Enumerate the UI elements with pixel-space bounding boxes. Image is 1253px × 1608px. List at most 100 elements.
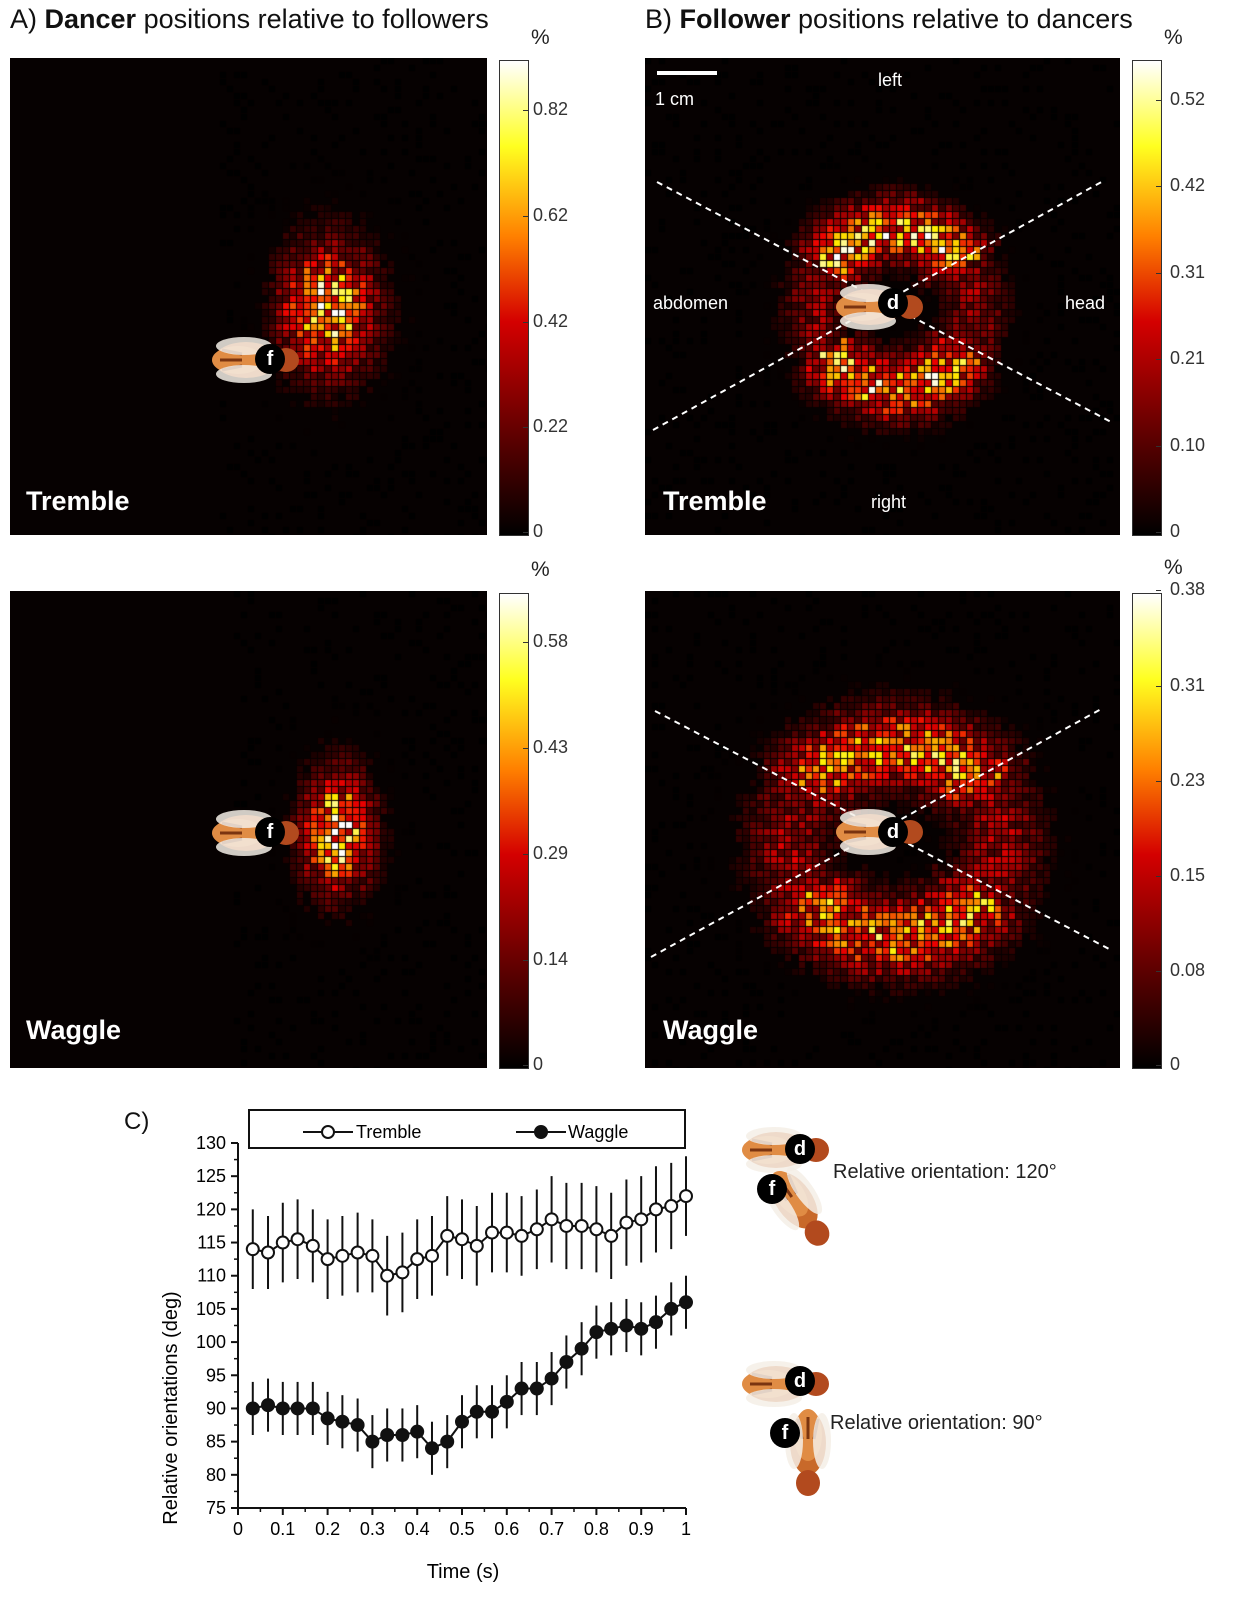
heatmap-dancer-tremble: f Tremble [10,58,487,535]
y-tick-label: 95 [206,1365,226,1385]
data-point-tremble [261,1245,276,1260]
y-tick-label: 125 [196,1166,226,1186]
colorbar-tick-label: 0 [1170,521,1181,541]
panel-a-title: A) Dancer positions relative to follower… [10,4,489,35]
data-point-tremble [529,1222,544,1237]
colorbar-tick-label: 0.15 [1170,865,1206,885]
x-tick-label: 0.2 [315,1519,340,1539]
heatmap-follower-tremble: 1 cm left right abdomen head d Tremble [645,58,1120,535]
colorbar-tick-label: 0.14 [533,949,569,969]
y-tick-label: 105 [196,1299,226,1319]
colorbar-tick-mark [1156,532,1161,533]
panel-b-letter: B) [645,4,672,34]
data-point-waggle [499,1394,514,1409]
colorbar-tick-label: 0.31 [1170,675,1206,695]
data-point-tremble [648,1202,663,1217]
data-point-waggle [529,1381,544,1396]
data-point-waggle [619,1318,634,1333]
colorbar-tick-mark [523,110,528,111]
colorbar [499,60,529,536]
data-point-tremble [350,1245,365,1260]
data-point-tremble [395,1265,410,1280]
colorbar-tick-label: 0.42 [1170,175,1206,195]
heatmap-dancer-waggle: f Waggle [10,591,487,1068]
panel-a-title-bold: Dancer [44,4,137,34]
colorbar-tick-mark [1156,876,1161,877]
direction-left-label: left [878,70,903,90]
x-tick-label: 0.3 [360,1519,385,1539]
data-point-tremble [664,1199,679,1214]
orientation-line-chart: 130 125 120 115 110 105 100 95 90 85 80 75 0 0.1 0.2 0.… [160,1109,693,1583]
data-point-tremble [499,1225,514,1240]
example-follower-badge: f [770,1418,800,1448]
colorbar-tick-label: 0.23 [1170,770,1206,790]
data-point-waggle [559,1355,574,1369]
colorbar-tick-mark [1156,590,1161,591]
y-tick-label: 110 [197,1266,226,1286]
x-tick-label: 0.8 [584,1519,609,1539]
colorbar-tick-mark [523,854,528,855]
data-point-waggle [664,1301,679,1316]
data-point-waggle [440,1434,455,1449]
y-tick-label: 90 [206,1398,226,1418]
colorbar-tick-mark [1156,186,1161,187]
colorbar-tick-label: 0 [533,521,544,541]
data-point-tremble [559,1218,574,1233]
y-axis-label: Relative orientations (deg) [160,1291,182,1524]
data-point-tremble [469,1238,484,1253]
data-point-tremble [335,1248,350,1263]
colorbar-tick-label: 0.58 [533,631,569,651]
y-tick-label: 115 [197,1233,226,1253]
data-point-tremble [574,1218,589,1233]
series-line-tremble [252,1195,687,1277]
x-tick-label: 0 [233,1519,243,1539]
data-point-waggle [469,1404,484,1419]
colorbar-tick-mark [523,642,528,643]
colorbar-tick-label: 0.21 [1170,348,1206,368]
colorbar-tick-mark [1156,100,1161,101]
follower-badge: f [255,817,285,847]
legend-box [248,1109,686,1149]
panel-c-letter: C) [124,1108,150,1135]
data-point-tremble [604,1228,619,1243]
colorbar-tick-mark [1156,686,1161,687]
colorbar [499,593,529,1069]
x-tick-label: 0.4 [405,1519,430,1539]
colorbar-tick-mark [523,216,528,217]
example-dancer-badge: d [785,1134,815,1164]
x-tick-label: 1 [681,1519,691,1539]
example-follower-badge: f [757,1174,787,1204]
colorbar-unit: % [1164,556,1183,579]
direction-abdomen-label: abdomen [653,293,729,313]
colorbar [1132,593,1162,1069]
data-point-waggle [261,1398,276,1413]
direction-right-label: right [871,492,907,512]
data-point-tremble [380,1268,395,1283]
colorbar-tick-mark [523,427,528,428]
x-tick-label: 0.6 [494,1519,519,1539]
orientation-90-label: Relative orientation: 90° [830,1412,1043,1434]
direction-head-label: head [1065,293,1106,313]
colorbar-unit: % [1164,26,1183,49]
tremble-label: Tremble [663,486,767,516]
panel-b-title: B) Follower positions relative to dancer… [645,4,1133,35]
colorbar-tick-mark [1156,446,1161,447]
data-point-waggle [574,1341,589,1356]
colorbar-tick-mark [1156,1065,1161,1066]
waggle-label: Waggle [26,1015,122,1045]
colorbar-tick-label: 0.29 [533,843,569,863]
x-tick-label: 0.1 [270,1519,295,1539]
y-tick-label: 85 [206,1432,226,1452]
data-point-tremble [410,1252,425,1267]
x-tick-label: 0.5 [449,1519,474,1539]
colorbar-tick-label: 0.62 [533,205,569,225]
colorbar-tick-mark [523,960,528,961]
data-point-tremble [619,1215,634,1230]
example-follower-bee-icon [771,1405,840,1500]
data-point-waggle [290,1401,305,1416]
x-axis-label: Time (s) [427,1561,500,1583]
data-point-waggle [350,1418,365,1433]
heatmap-canvas [10,58,487,535]
data-point-tremble [634,1212,649,1227]
data-point-waggle [604,1321,619,1336]
